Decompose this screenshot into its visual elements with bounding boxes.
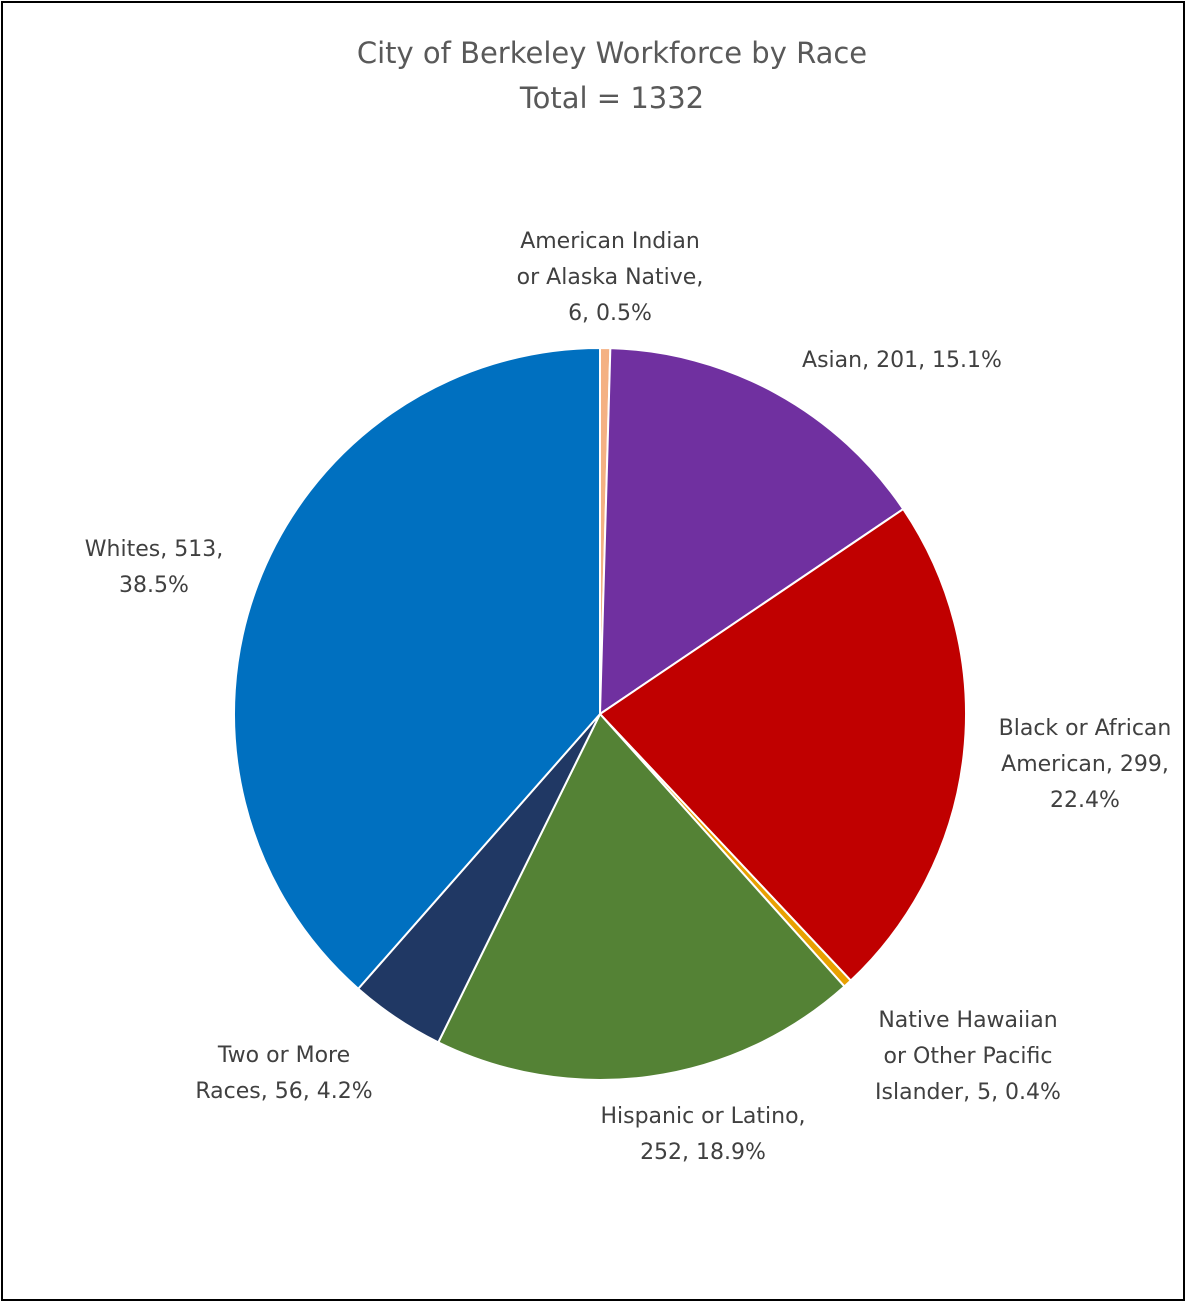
data-label-whites: Whites, 513, 38.5% xyxy=(85,537,223,598)
slice-black-or-african-american xyxy=(598,507,967,983)
data-label-two-or-more-races: Two or More Races, 56, 4.2% xyxy=(195,1043,372,1104)
slice-asian xyxy=(598,347,905,716)
data-label-line: American Indian xyxy=(520,229,700,254)
slice-hispanic-or-latino xyxy=(436,712,846,1081)
data-label-line: Islander, 5, 0.4% xyxy=(875,1080,1061,1105)
data-label-line: Whites, 513, xyxy=(85,537,223,562)
data-label-asian: Asian, 201, 15.1% xyxy=(802,348,1002,373)
data-label-line: 22.4% xyxy=(1050,788,1120,813)
chart-title: City of Berkeley Workforce by Race xyxy=(357,36,867,70)
data-label-line: 38.5% xyxy=(119,573,189,598)
data-label-american-indian-or-alaska-native: American Indian or Alaska Native, 6, 0.5% xyxy=(517,229,704,326)
chart-subtitle: Total = 1332 xyxy=(519,81,704,115)
data-label-line: Two or More xyxy=(217,1043,350,1068)
data-labels: American Indian or Alaska Native, 6, 0.5%A… xyxy=(85,229,1172,1165)
slice-whites xyxy=(233,346,601,991)
data-label-hispanic-or-latino: Hispanic or Latino, 252, 18.9% xyxy=(600,1104,805,1165)
data-label-line: 6, 0.5% xyxy=(568,301,652,326)
data-label-line: Asian, 201, 15.1% xyxy=(802,348,1002,373)
data-label-line: or Other Pacific xyxy=(884,1044,1053,1069)
data-label-black-or-african-american: Black or African American, 299, 22.4% xyxy=(999,716,1172,813)
data-label-native-hawaiian-or-other-pacific-islander: Native Hawaiian or Other Pacific Islander,… xyxy=(875,1008,1061,1105)
data-label-line: or Alaska Native, xyxy=(517,265,704,290)
data-label-line: Hispanic or Latino, xyxy=(600,1104,805,1129)
data-label-line: American, 299, xyxy=(1001,752,1169,777)
pie-slices xyxy=(233,346,967,1081)
data-label-line: 252, 18.9% xyxy=(640,1140,766,1165)
data-label-line: Races, 56, 4.2% xyxy=(195,1079,372,1104)
data-label-line: Black or African xyxy=(999,716,1172,741)
data-label-line: Native Hawaiian xyxy=(878,1008,1057,1033)
